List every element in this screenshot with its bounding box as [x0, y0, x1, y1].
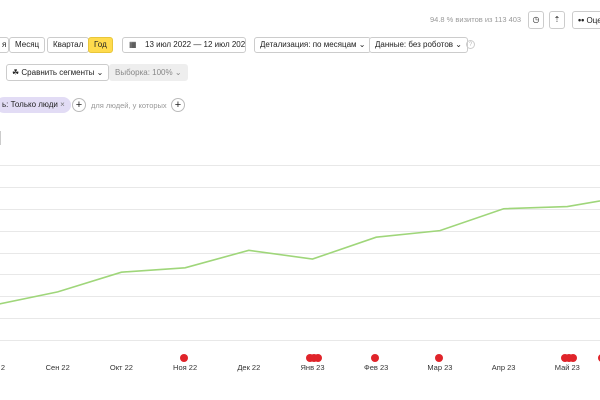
compare-button[interactable]: ☘ Сравнить сегменты ⌄ — [6, 64, 110, 81]
history-button[interactable]: ◷ — [528, 11, 544, 29]
segment-chip[interactable]: ь: Только люди × — [0, 97, 71, 113]
period-button[interactable]: Квартал — [47, 37, 90, 53]
data-filter-label: Данные: без роботов — [375, 40, 454, 49]
compare-label: Сравнить сегменты — [21, 68, 95, 77]
sample-button: Выборка: 100% ⌄ — [109, 64, 188, 81]
date-range: 13 июл 2022 — 12 июл 2023 — [145, 40, 246, 49]
sample-label: Выборка: 100% — [115, 68, 173, 77]
date-range-button[interactable]: ▦ 13 июл 2022 — 12 июл 2023 — [122, 37, 246, 53]
annotation-markers — [180, 354, 600, 362]
x-tick-label: Апр 23 — [492, 363, 516, 372]
x-tick-label: Мар 23 — [427, 363, 452, 372]
data-line — [0, 200, 600, 305]
x-tick-label: Янв 23 — [301, 363, 325, 372]
segment-hint: для людей, у которых — [91, 101, 167, 110]
period-button[interactable]: Месяц — [9, 37, 46, 53]
annotation-marker[interactable] — [569, 354, 577, 362]
annotation-marker[interactable] — [371, 354, 379, 362]
x-tick-label: 2 — [1, 363, 5, 372]
annotation-marker[interactable] — [435, 354, 443, 362]
x-tick-label: Окт 22 — [110, 363, 133, 372]
x-tick-label: Дек 22 — [237, 363, 260, 372]
annotation-marker[interactable] — [180, 354, 188, 362]
x-tick-label: Ноя 22 — [173, 363, 197, 372]
period-button[interactable]: я — [0, 37, 9, 53]
annotation-marker[interactable] — [314, 354, 322, 362]
report-label: Оце — [586, 16, 600, 25]
x-tick-label: Сен 22 — [46, 363, 70, 372]
x-tick-label: Май 23 — [555, 363, 580, 372]
add-condition[interactable]: + — [171, 98, 185, 112]
help-icon[interactable]: ? — [466, 40, 475, 49]
export-button[interactable]: ⇡ — [549, 11, 565, 29]
add-condition[interactable]: + — [72, 98, 86, 112]
report-button[interactable]: •• Оце — [572, 11, 600, 29]
detail-label: Детализация: по месяцам — [260, 40, 357, 49]
segment-chip-label: ь: Только люди — [2, 100, 58, 109]
period-button-active[interactable]: Год — [88, 37, 113, 53]
x-tick-label: Фев 23 — [364, 363, 388, 372]
data-filter-button[interactable]: Данные: без роботов ⌄ — [369, 37, 468, 53]
sample-info: 94.8 % визитов из 113 403 — [430, 15, 522, 24]
